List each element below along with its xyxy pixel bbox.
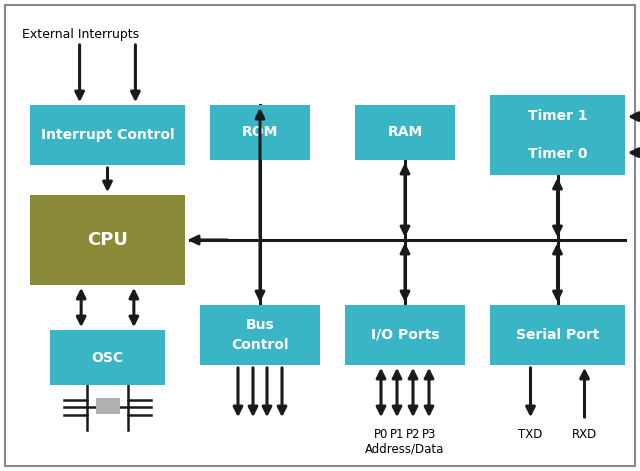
Bar [490, 95, 625, 175]
Text: ROM: ROM [242, 125, 278, 139]
Bar [355, 105, 455, 160]
Text: Interrupt Control: Interrupt Control [41, 128, 174, 142]
Text: Timer 1

Timer 0: Timer 1 Timer 0 [528, 108, 588, 162]
Text: P1: P1 [390, 428, 404, 441]
Text: RAM: RAM [387, 125, 422, 139]
Text: Address/Data: Address/Data [365, 443, 445, 456]
Bar [95, 398, 120, 414]
Text: OSC: OSC [92, 350, 124, 365]
Bar [345, 305, 465, 365]
Text: RXD: RXD [572, 428, 597, 441]
Text: TXD: TXD [518, 428, 543, 441]
Bar [490, 305, 625, 365]
Bar [30, 195, 185, 285]
Bar [210, 105, 310, 160]
Bar [50, 330, 165, 385]
Text: I/O Ports: I/O Ports [371, 328, 439, 342]
Bar [30, 105, 185, 165]
Text: Bus
Control: Bus Control [231, 318, 289, 352]
Bar [200, 305, 320, 365]
Text: External Interrupts: External Interrupts [22, 28, 139, 41]
Text: Serial Port: Serial Port [516, 328, 599, 342]
Text: P2: P2 [406, 428, 420, 441]
Text: CPU: CPU [87, 231, 128, 249]
Text: P0: P0 [374, 428, 388, 441]
Text: P3: P3 [422, 428, 436, 441]
